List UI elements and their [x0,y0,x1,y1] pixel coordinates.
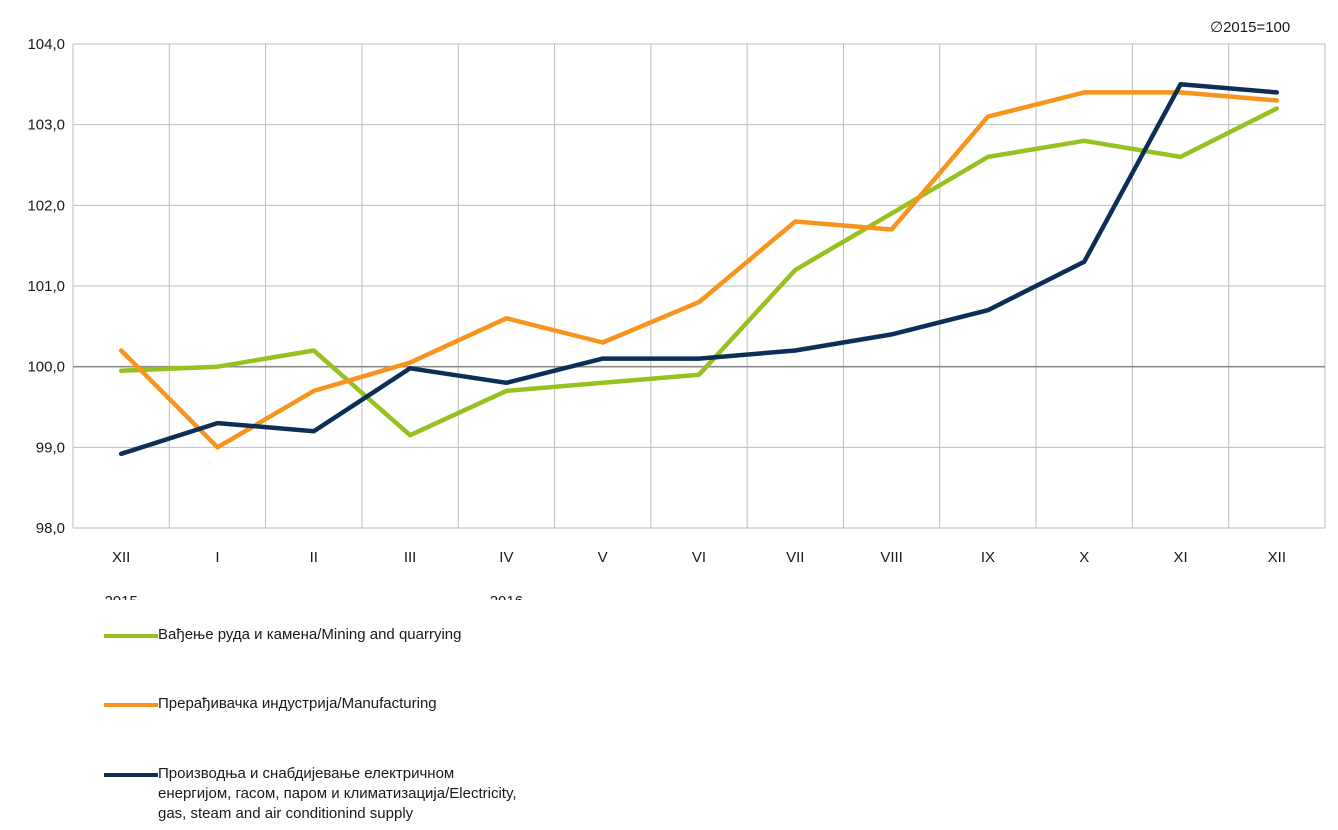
x-tick-label: II [310,549,318,566]
x-axis-ticks: XII I II III IV V VI VII VIII IX X XI XII [112,549,1286,566]
x-tick-label: IV [499,549,513,566]
legend-item-electricity: Производња и снабдијевање електричном ен… [104,764,524,824]
x-tick-label: X [1079,549,1089,566]
legend-swatch-mining [104,634,158,638]
legend-label-electricity: Производња и снабдијевање електричном ен… [158,765,517,822]
y-tick-label: 99,0 [36,439,65,456]
legend-swatch-manufacturing [104,703,158,707]
x-tick-label: XII [1268,549,1286,566]
legend-label-manufacturing: Прерађивачка индустрија/Manufacturing [158,695,437,712]
y-tick-label: 103,0 [27,117,65,134]
y-tick-label: 102,0 [27,197,65,214]
series-line-mining [118,106,1280,438]
year-label: 2015 [104,593,137,600]
x-tick-label: VII [786,549,804,566]
y-tick-label: 100,0 [27,359,65,376]
x-tick-label: XI [1173,549,1187,566]
legend-swatch-electricity [104,773,158,777]
grid [72,43,1326,529]
x-tick-label: V [598,549,608,566]
year-labels: 2015 2016 [104,593,523,600]
series-lines [118,82,1280,457]
legend-label-mining: Вађење руда и камена/Mining and quarryin… [158,626,462,643]
x-tick-label: XII [112,549,130,566]
series-line-manufacturing [118,90,1280,450]
series-line-electricity [118,82,1280,457]
unit-note: ∅2015=100 [1210,19,1291,36]
x-tick-label: VIII [880,549,903,566]
x-tick-label: IX [981,549,995,566]
legend-item-manufacturing: Прерађивачка индустрија/Manufacturing [104,694,524,714]
y-tick-label: 104,0 [27,36,65,53]
y-tick-label: 101,0 [27,278,65,295]
year-label: 2016 [490,593,523,600]
x-tick-label: III [404,549,417,566]
y-tick-label: 98,0 [36,520,65,537]
legend-item-mining: Вађење руда и камена/Mining and quarryin… [104,625,524,645]
y-axis-ticks: 98,0 99,0 100,0 101,0 102,0 103,0 104,0 [27,36,65,537]
x-tick-label: I [215,549,219,566]
x-tick-label: VI [692,549,706,566]
